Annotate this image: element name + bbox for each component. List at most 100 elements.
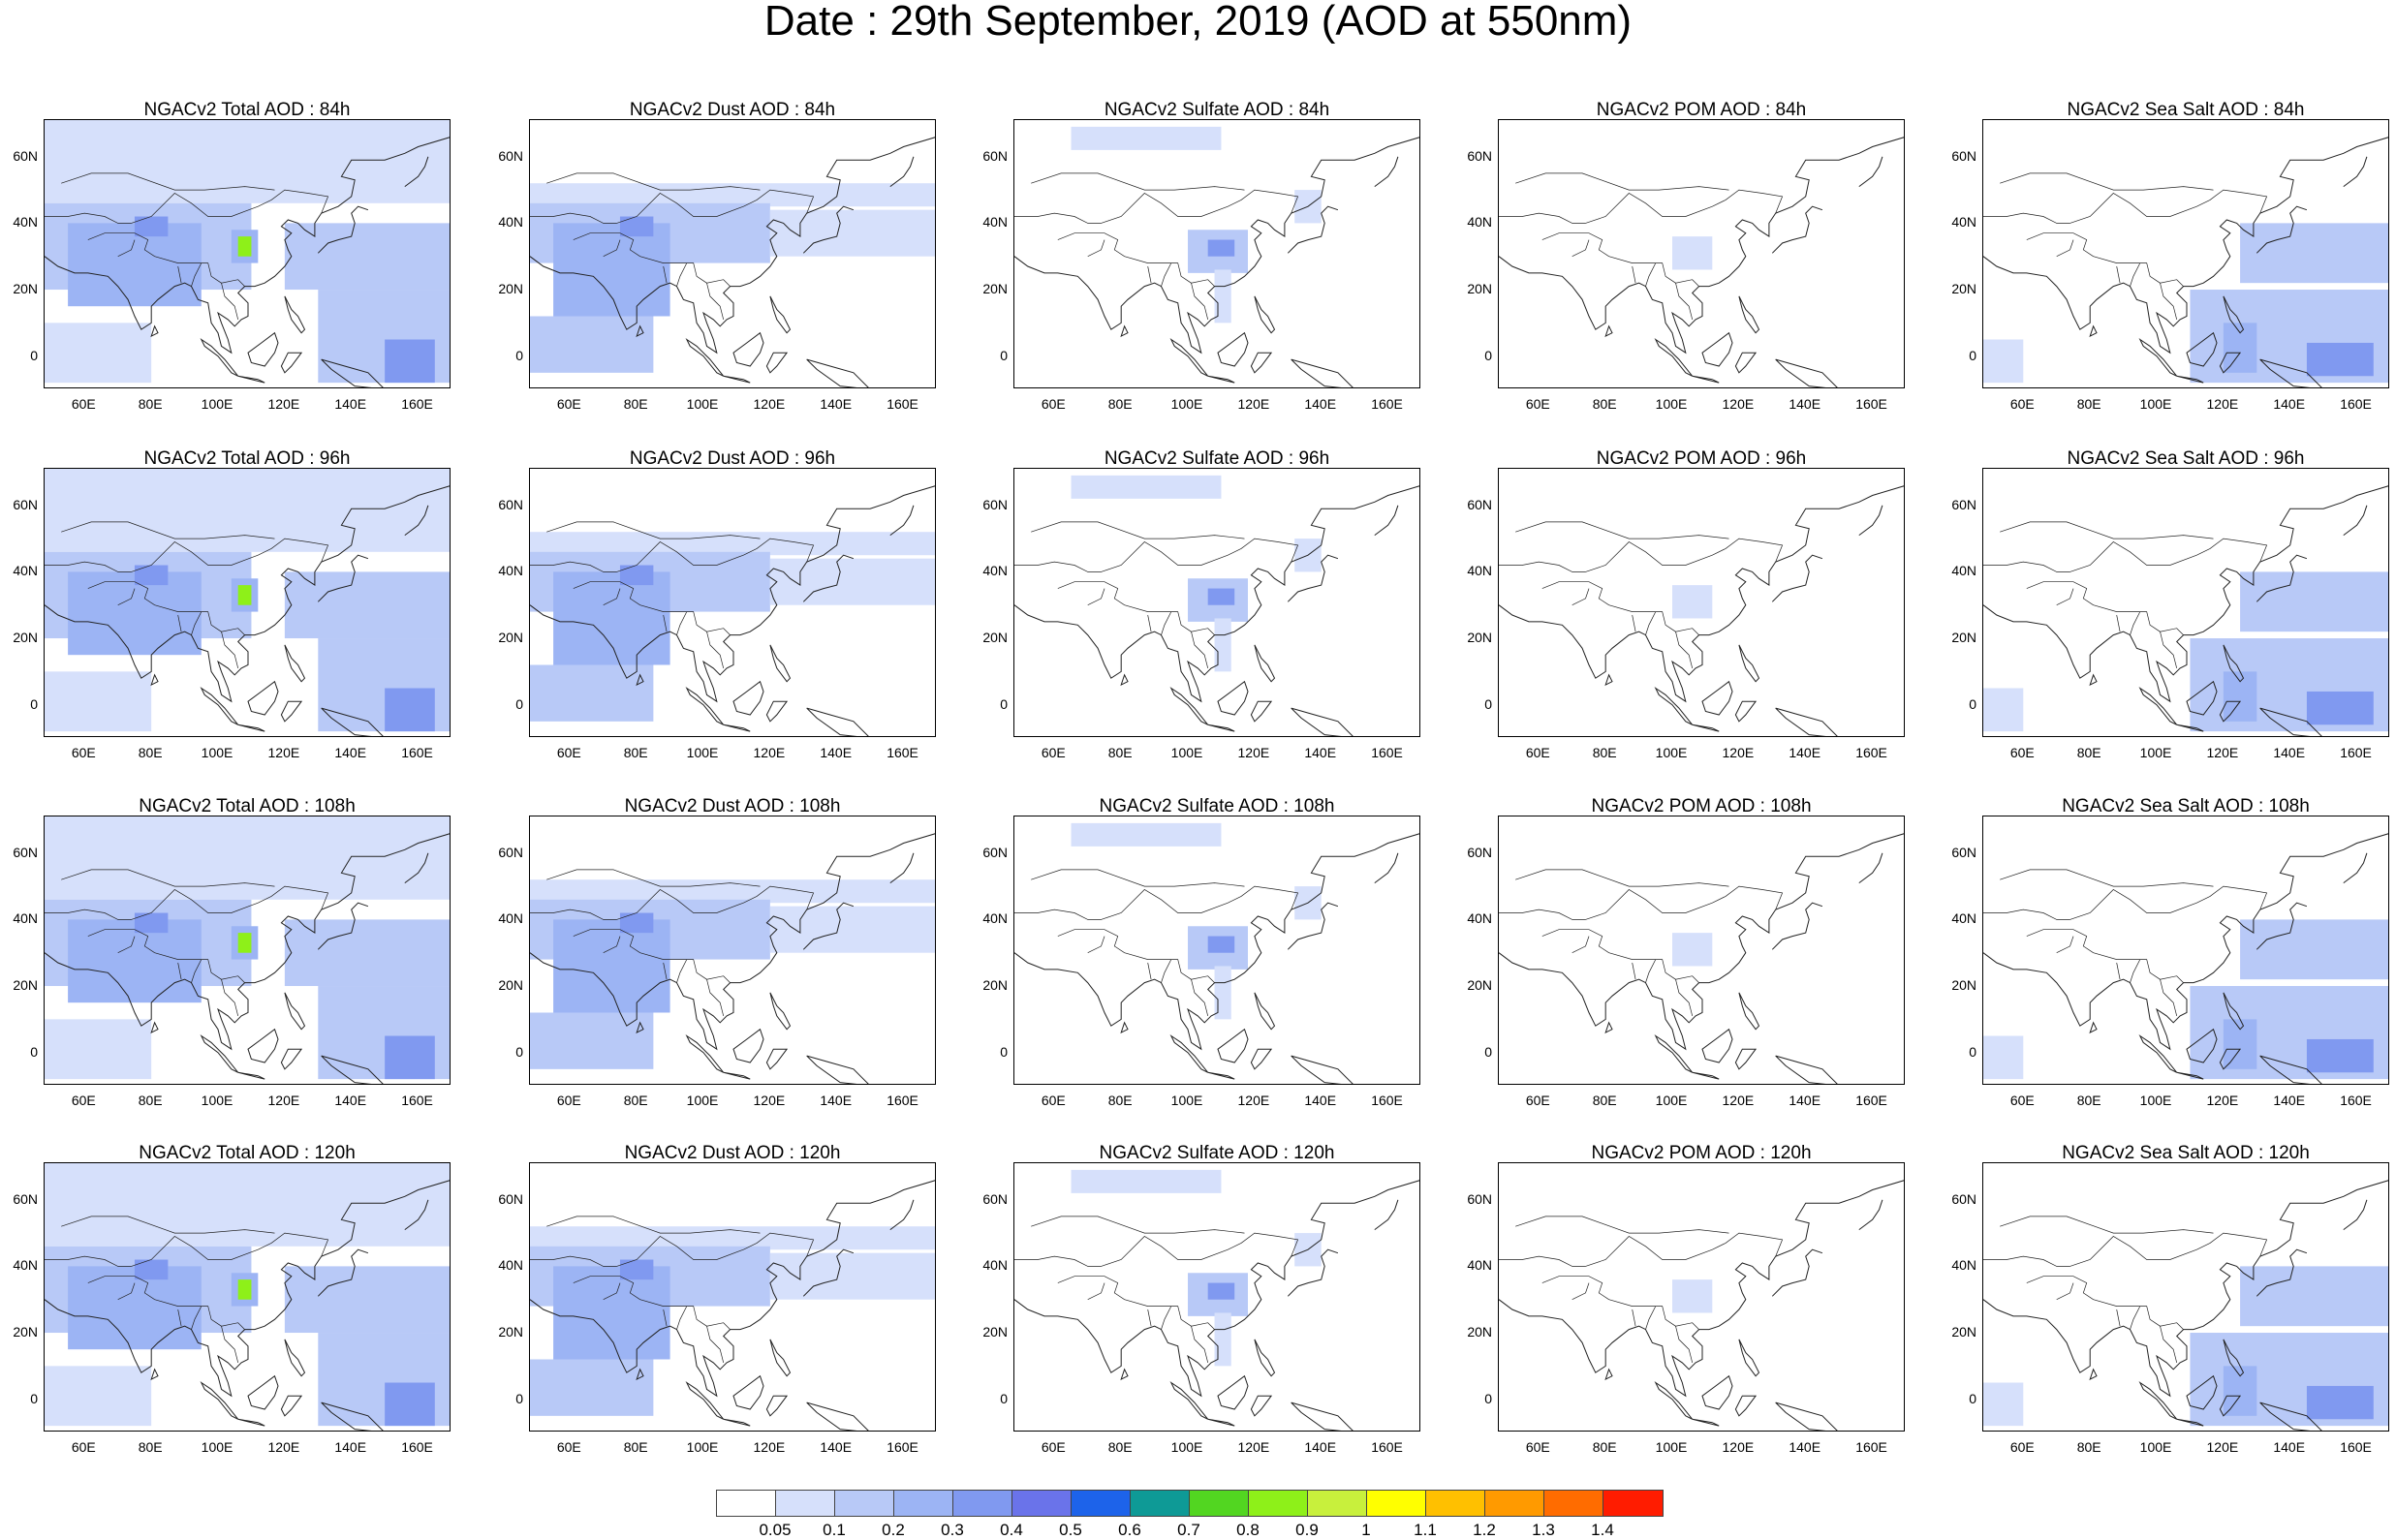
country-border bbox=[2130, 1306, 2141, 1330]
longitude-tick-label: 120E bbox=[2206, 745, 2239, 760]
figure-title: Date : 29th September, 2019 (AOD at 550n… bbox=[763, 0, 1633, 45]
longitude-tick-label: 100E bbox=[1170, 1439, 1203, 1455]
island-outline bbox=[1254, 1339, 1276, 1377]
longitude-tick-label: 100E bbox=[2139, 745, 2172, 760]
aod-shading bbox=[769, 558, 935, 605]
latitude-tick-label: 40N bbox=[1467, 1257, 1492, 1274]
aod-shading bbox=[2306, 1385, 2374, 1420]
latitude-tick-label: 0 bbox=[515, 347, 523, 363]
coastline bbox=[1014, 485, 1419, 703]
island-outline bbox=[2219, 352, 2242, 374]
aod-shading bbox=[2223, 1366, 2257, 1416]
island-outline bbox=[321, 1055, 384, 1084]
latitude-tick-label: 60N bbox=[498, 147, 523, 164]
colorbar-swatch bbox=[835, 1491, 894, 1516]
coastline bbox=[2256, 902, 2308, 950]
island-outline bbox=[2223, 992, 2245, 1031]
aod-shading bbox=[553, 223, 670, 317]
longitude-tick-label: 80E bbox=[623, 745, 648, 760]
latitude-tick-label: 20N bbox=[13, 630, 38, 646]
map-plot bbox=[1014, 126, 1419, 387]
aod-shading bbox=[2240, 223, 2388, 284]
country-border bbox=[131, 538, 329, 572]
country-border bbox=[1983, 1255, 2070, 1267]
longitude-tick-label: 140E bbox=[1789, 1439, 1821, 1455]
aod-shading bbox=[68, 1266, 202, 1350]
country-border bbox=[1585, 189, 1784, 224]
coastline bbox=[1287, 554, 1339, 602]
country-border bbox=[1191, 631, 1209, 668]
country-border bbox=[2160, 283, 2178, 320]
country-border bbox=[1499, 909, 1586, 920]
longitude-tick-label: 140E bbox=[1304, 1439, 1337, 1455]
aod-shading bbox=[1207, 936, 1235, 953]
country-border bbox=[45, 212, 132, 224]
longitude-tick-label: 120E bbox=[753, 745, 786, 760]
latitude-tick-label: 40N bbox=[1951, 214, 1976, 231]
island-outline bbox=[2138, 338, 2178, 377]
country-border bbox=[1014, 909, 1102, 920]
island-outline bbox=[1738, 644, 1760, 683]
aod-shading bbox=[68, 919, 202, 1003]
country-border bbox=[676, 1306, 688, 1330]
country-border bbox=[1191, 979, 1209, 1016]
longitude-tick-label: 60E bbox=[2009, 1439, 2035, 1455]
map-frame bbox=[1013, 816, 1420, 1085]
country-border bbox=[2026, 1276, 2184, 1330]
country-border bbox=[1191, 283, 1209, 320]
longitude-tick-label: 140E bbox=[334, 1093, 367, 1108]
aod-shading bbox=[553, 1266, 670, 1360]
country-border bbox=[1645, 611, 1657, 635]
longitude-tick-label: 140E bbox=[1304, 745, 1337, 760]
country-border bbox=[1101, 538, 1299, 572]
coastline bbox=[802, 554, 855, 602]
latitude-tick-label: 0 bbox=[1000, 1390, 1008, 1406]
longitude-tick-label: 100E bbox=[1655, 1439, 1688, 1455]
latitude-tick-label: 20N bbox=[1467, 977, 1492, 994]
latitude-tick-label: 0 bbox=[1484, 1390, 1492, 1406]
colorbar-swatch bbox=[1367, 1491, 1426, 1516]
latitude-tick-label: 0 bbox=[515, 1390, 523, 1406]
country-border bbox=[191, 959, 202, 983]
island-outline bbox=[237, 1071, 265, 1080]
longitude-tick-label: 140E bbox=[2273, 396, 2306, 412]
colorbar-swatch bbox=[1603, 1491, 1663, 1516]
aod-shading bbox=[385, 688, 435, 732]
country-border bbox=[603, 936, 621, 954]
latitude-tick-label: 20N bbox=[1951, 281, 1976, 297]
island-outline bbox=[247, 680, 279, 716]
island-outline bbox=[2089, 1021, 2098, 1034]
island-outline bbox=[1701, 331, 1733, 367]
country-border bbox=[117, 588, 136, 606]
island-outline bbox=[1692, 375, 1720, 384]
country-border bbox=[177, 1309, 182, 1327]
colorbar-swatch bbox=[894, 1491, 953, 1516]
aod-shading bbox=[1983, 688, 2024, 732]
aod-shading bbox=[237, 585, 252, 605]
coastline bbox=[1374, 156, 1399, 188]
longitude-tick-label: 100E bbox=[686, 1093, 719, 1108]
island-outline bbox=[2223, 295, 2245, 334]
coastline bbox=[2256, 1248, 2308, 1297]
aod-shading bbox=[385, 1382, 435, 1427]
country-border bbox=[2000, 172, 2214, 191]
island-outline bbox=[150, 1368, 159, 1381]
country-border bbox=[1571, 588, 1590, 606]
longitude-tick-label: 60E bbox=[1525, 1093, 1550, 1108]
longitude-tick-label: 160E bbox=[1371, 396, 1403, 412]
latitude-tick-label: 20N bbox=[498, 281, 523, 297]
latitude-tick-label: 40N bbox=[498, 214, 523, 231]
coastline bbox=[802, 902, 855, 950]
aod-shading bbox=[1672, 933, 1713, 967]
latitude-tick-label: 40N bbox=[498, 563, 523, 579]
country-border bbox=[676, 611, 688, 635]
latitude-tick-label: 60N bbox=[1951, 496, 1976, 512]
country-border bbox=[191, 611, 202, 635]
longitude-tick-label: 120E bbox=[1237, 1093, 1270, 1108]
country-border bbox=[1147, 1309, 1152, 1327]
colorbar-swatch bbox=[1131, 1491, 1190, 1516]
longitude-tick-label: 140E bbox=[1789, 396, 1821, 412]
coastline bbox=[1014, 1180, 1419, 1398]
coastline bbox=[1499, 833, 1904, 1051]
map-plot bbox=[530, 1180, 935, 1431]
